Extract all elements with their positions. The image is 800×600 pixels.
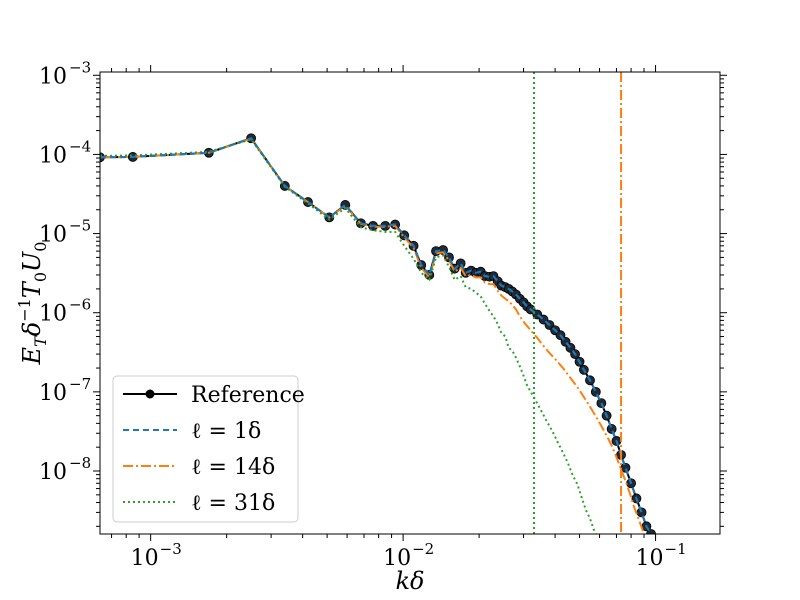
y-tick-label: 10 (39, 143, 67, 168)
y-tick-label: 10 (39, 223, 67, 248)
x-tick-label: 10 (636, 546, 664, 571)
y-tick-exponent: −5 (69, 217, 91, 235)
x-axis-label: kδ (396, 567, 425, 595)
legend: Reference ℓ = 1δ ℓ = 14δ ℓ = 31δ (112, 375, 305, 523)
plot-area (100, 72, 656, 534)
axes-frame (99, 71, 721, 535)
x-tick-label: 10 (131, 546, 159, 571)
reference-point (646, 529, 656, 534)
x-tick-exponent: −1 (665, 540, 687, 558)
reference-point (636, 507, 647, 518)
y-tick-label: 10 (39, 64, 67, 89)
series-line-3 (100, 138, 597, 534)
series-line-2 (100, 137, 645, 534)
legend-box (112, 375, 299, 523)
y-tick-label: 10 (39, 381, 67, 406)
legend-label-0: Reference (191, 383, 305, 408)
legend-label-1: ℓ = 1δ (191, 419, 261, 444)
x-tick-exponent: −2 (412, 540, 434, 558)
x-tick-exponent: −3 (160, 540, 182, 558)
y-tick-exponent: −6 (69, 296, 91, 314)
legend-label-2: ℓ = 14δ (191, 455, 275, 480)
svg-text:ETδ−1T0U0: ETδ−1T0U0 (15, 242, 50, 366)
y-tick-exponent: −7 (69, 375, 91, 393)
y-tick-exponent: −8 (69, 454, 91, 472)
legend-label-3: ℓ = 31δ (191, 491, 275, 516)
x-tick-label: 10 (383, 546, 411, 571)
axis-ticks: 10 −3 10 −2 10 −110 −310 −410 −510 −610 −710 −8 (39, 58, 727, 571)
y-tick-exponent: −4 (69, 137, 91, 155)
y-axis-label: ETδ−1T0U0 (15, 242, 50, 366)
reference-point (596, 398, 607, 409)
y-tick-exponent: −3 (69, 58, 91, 76)
series-line-1-overlay (100, 137, 653, 534)
legend-marker (145, 389, 155, 399)
y-tick-label: 10 (39, 460, 67, 485)
reference-point (590, 386, 601, 397)
reference-point (606, 424, 617, 434)
y-tick-label: 10 (39, 302, 67, 327)
